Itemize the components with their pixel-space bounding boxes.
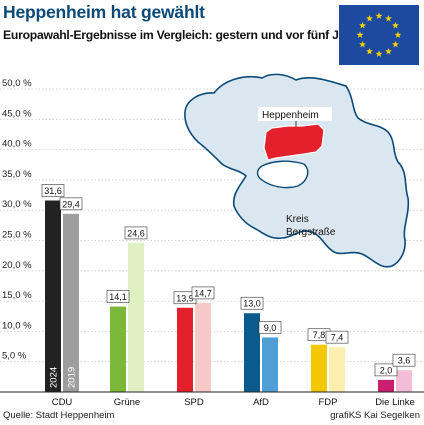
bar-2019 (329, 347, 345, 392)
flag-star (359, 40, 366, 48)
y-tick-label: 30,0 % (2, 199, 32, 210)
district-label-line2: Bergstraße (286, 227, 336, 238)
bar-2024 (177, 307, 193, 392)
value-label: 14,7 (194, 288, 212, 298)
bar-2024 (45, 200, 61, 392)
bar-2019 (128, 242, 144, 392)
district-map: Heppenheim Kreis Bergstraße (184, 73, 410, 268)
value-label-box (240, 296, 264, 310)
value-label-box (124, 226, 148, 240)
value-label-box (191, 286, 215, 300)
value-label-box (374, 363, 398, 377)
flag-star (366, 47, 373, 55)
town-label: Heppenheim (262, 110, 319, 121)
town-label-box (258, 107, 332, 121)
bar-2024 (244, 313, 260, 392)
category-label: Die Linke (375, 397, 415, 408)
year-label: 2024 (49, 367, 60, 388)
value-label: 7,4 (331, 333, 344, 343)
bar-2019 (396, 370, 412, 392)
bar-2019 (262, 337, 278, 392)
year-labels: 2024 2019 (49, 367, 78, 388)
y-tick-label: 5,0 % (2, 351, 27, 362)
value-label: 24,6 (127, 228, 145, 238)
y-tick-label: 35,0 % (2, 169, 32, 180)
bar-2024 (110, 306, 126, 392)
flag-star (375, 50, 383, 57)
page-title: Heppenheim hat gewählt (3, 2, 205, 22)
value-label: 13,9 (176, 293, 194, 303)
district-label-line1: Kreis (286, 214, 309, 225)
source-note: Quelle: Stadt Heppenheim (3, 410, 115, 421)
flag-star (392, 21, 399, 29)
value-label-box (59, 197, 83, 211)
y-tick-label: 25,0 % (2, 230, 32, 241)
category-label: AfD (253, 397, 269, 408)
flag-star (385, 14, 392, 22)
category-label: CDU (52, 397, 73, 408)
y-tick-label: 45,0 % (2, 108, 32, 119)
value-label-box (258, 321, 282, 334)
value-label-box (325, 330, 349, 344)
flag-star (392, 40, 399, 48)
category-label: FDP (319, 397, 338, 408)
page-subtitle: Europawahl-Ergebnisse im Vergleich: gest… (3, 28, 371, 42)
value-label-box (392, 353, 416, 367)
eu-flag-icon (339, 5, 419, 65)
value-label: 14,1 (109, 292, 127, 302)
value-label: 3,6 (398, 356, 411, 366)
bar-2019 (195, 302, 211, 392)
value-label-box (41, 184, 65, 197)
flag-star (394, 31, 402, 38)
category-labels: CDU Grüne SPD AfD FDP Die Linke (52, 397, 415, 408)
y-tick-label: 50,0 % (2, 78, 32, 89)
bar-value-labels: 31,629,4 14,1 24,6 13,9 14,7 13,0 9,0 7,8 7,4 2,0… (41, 184, 416, 377)
y-axis-labels: 5,0 % 10,0 % 15,0 % 20,0 % 25,0 % 30,0 % 35,0 … (2, 78, 32, 362)
value-label: 7,8 (313, 330, 326, 340)
value-label: 9,0 (264, 323, 277, 333)
year-label: 2019 (67, 367, 78, 388)
flag-star (375, 12, 383, 19)
category-label: SPD (184, 397, 204, 408)
district-enclave-shape (256, 160, 309, 189)
y-tick-label: 10,0 % (2, 320, 32, 331)
value-label-box (106, 290, 130, 303)
bar-2019 (63, 213, 79, 392)
value-label: 31,6 (44, 186, 62, 196)
town-heppenheim-shape (263, 123, 325, 161)
y-tick-label: 15,0 % (2, 290, 32, 301)
flag-star (359, 21, 366, 29)
value-label: 2,0 (380, 365, 393, 375)
flag-star (366, 14, 373, 22)
flag-star (385, 47, 392, 55)
value-label: 13,0 (243, 299, 261, 309)
category-label: Grüne (114, 397, 140, 408)
credit-note: grafiKS Kai Segelken (330, 410, 420, 421)
flag-star (356, 31, 364, 38)
bars (45, 200, 412, 392)
y-tick-label: 20,0 % (2, 260, 32, 271)
value-label: 29,4 (62, 199, 80, 209)
bar-2024 (378, 379, 394, 392)
bar-2024 (311, 344, 327, 392)
y-tick-label: 40,0 % (2, 139, 32, 150)
